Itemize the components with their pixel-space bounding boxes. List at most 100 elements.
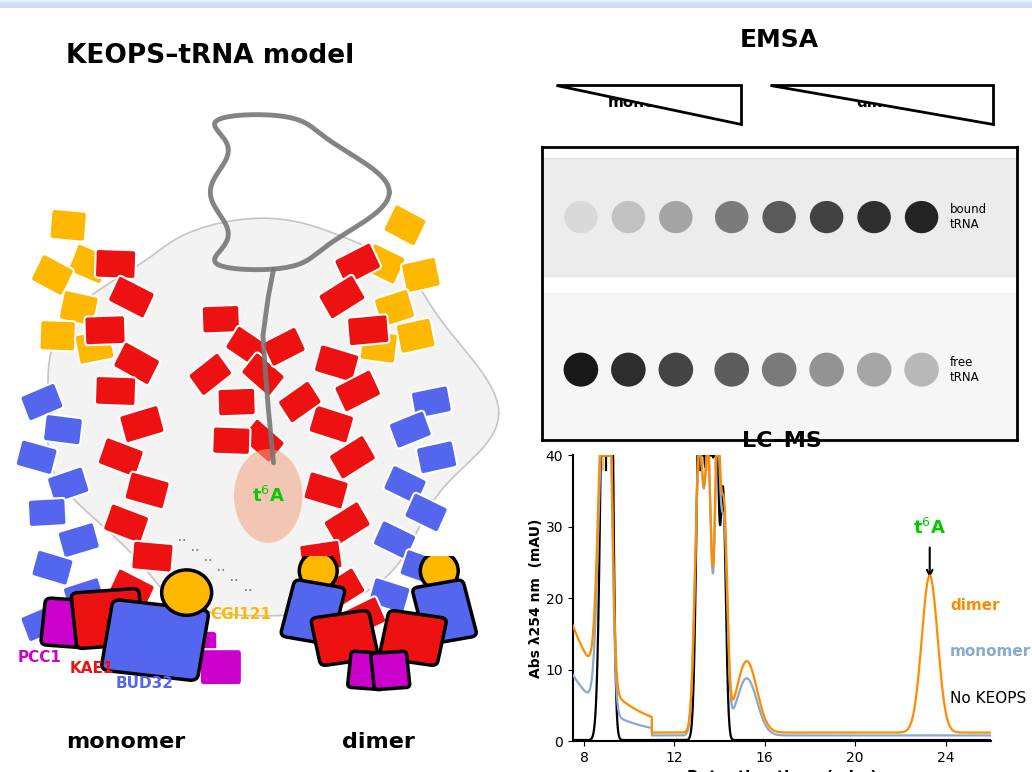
Bar xyxy=(0,3,1032,7)
FancyBboxPatch shape xyxy=(340,597,386,638)
FancyBboxPatch shape xyxy=(218,388,256,416)
Bar xyxy=(0,4,1032,8)
FancyBboxPatch shape xyxy=(324,501,370,546)
Bar xyxy=(0,2,1032,6)
Bar xyxy=(0,2,1032,5)
FancyBboxPatch shape xyxy=(43,414,83,445)
FancyBboxPatch shape xyxy=(63,577,105,614)
FancyBboxPatch shape xyxy=(28,498,66,527)
Bar xyxy=(0,2,1032,6)
FancyBboxPatch shape xyxy=(31,254,74,296)
Bar xyxy=(0,4,1032,8)
Bar xyxy=(0,2,1032,5)
Bar xyxy=(0,2,1032,6)
FancyBboxPatch shape xyxy=(380,611,446,665)
Bar xyxy=(0,2,1032,5)
Bar xyxy=(0,1,1032,5)
Bar xyxy=(0,1,1032,5)
Text: t$^6$A: t$^6$A xyxy=(252,486,285,506)
FancyBboxPatch shape xyxy=(125,472,169,509)
FancyBboxPatch shape xyxy=(200,649,241,685)
Ellipse shape xyxy=(563,353,599,387)
Ellipse shape xyxy=(658,353,694,387)
Bar xyxy=(0,2,1032,6)
Bar xyxy=(0,2,1032,6)
Bar xyxy=(0,2,1032,6)
Bar xyxy=(0,1,1032,5)
Bar xyxy=(0,3,1032,7)
FancyBboxPatch shape xyxy=(334,242,381,285)
Bar xyxy=(0,2,1032,5)
Bar xyxy=(0,2,1032,5)
FancyBboxPatch shape xyxy=(98,437,143,477)
Bar xyxy=(0,2,1032,5)
Ellipse shape xyxy=(612,201,645,233)
Bar xyxy=(0,0,1032,4)
Bar xyxy=(0,0,1032,4)
Bar xyxy=(0,2,1032,5)
FancyBboxPatch shape xyxy=(395,318,436,354)
Bar xyxy=(0,2,1032,5)
FancyBboxPatch shape xyxy=(282,580,345,644)
Bar xyxy=(0,4,1032,8)
Bar xyxy=(0,2,1032,6)
FancyBboxPatch shape xyxy=(131,540,173,573)
FancyBboxPatch shape xyxy=(68,244,110,284)
Bar xyxy=(0,2,1032,5)
Bar xyxy=(0,2,1032,6)
Bar xyxy=(0,2,1032,6)
Bar xyxy=(0,2,1032,5)
Ellipse shape xyxy=(611,353,646,387)
Ellipse shape xyxy=(565,201,598,233)
Bar xyxy=(0,3,1032,7)
Bar xyxy=(0,2,1032,5)
Bar xyxy=(0,2,1032,5)
Ellipse shape xyxy=(857,353,892,387)
FancyBboxPatch shape xyxy=(319,275,365,320)
Bar xyxy=(0,2,1032,5)
FancyBboxPatch shape xyxy=(399,549,442,586)
Bar xyxy=(0,0,1032,4)
Bar xyxy=(0,4,1032,8)
Bar xyxy=(0,2,1032,6)
Text: KAE1: KAE1 xyxy=(70,661,115,676)
Bar xyxy=(0,1,1032,5)
FancyBboxPatch shape xyxy=(189,353,232,396)
Bar xyxy=(0,2,1032,6)
Bar xyxy=(0,2,1032,6)
FancyBboxPatch shape xyxy=(348,652,387,689)
FancyBboxPatch shape xyxy=(59,290,99,327)
Bar xyxy=(0,4,1032,8)
FancyBboxPatch shape xyxy=(389,411,431,449)
Bar xyxy=(0,1,1032,5)
Text: bound
tRNA: bound tRNA xyxy=(949,203,987,231)
FancyBboxPatch shape xyxy=(21,383,63,422)
Bar xyxy=(0,0,1032,4)
Bar xyxy=(0,2,1032,6)
Bar xyxy=(0,2,1032,6)
FancyBboxPatch shape xyxy=(312,611,378,665)
Polygon shape xyxy=(47,218,498,616)
FancyBboxPatch shape xyxy=(309,405,354,443)
Bar xyxy=(0,3,1032,7)
Bar xyxy=(0,3,1032,7)
Bar xyxy=(0,4,1032,8)
Bar xyxy=(0,1,1032,5)
Bar xyxy=(0,3,1032,7)
FancyBboxPatch shape xyxy=(405,493,448,532)
FancyBboxPatch shape xyxy=(319,567,365,612)
Bar xyxy=(0,1,1032,5)
FancyBboxPatch shape xyxy=(363,243,406,285)
Bar xyxy=(0,0,1032,4)
FancyBboxPatch shape xyxy=(411,606,452,639)
Bar xyxy=(0,1,1032,5)
FancyBboxPatch shape xyxy=(95,376,136,406)
Bar xyxy=(0,1,1032,5)
Bar xyxy=(0,2,1032,5)
FancyBboxPatch shape xyxy=(85,315,126,345)
Bar xyxy=(0,2,1032,6)
Bar xyxy=(0,0,1032,4)
Bar xyxy=(0,2,1032,5)
Bar xyxy=(0,1,1032,5)
Bar xyxy=(0,0,1032,4)
